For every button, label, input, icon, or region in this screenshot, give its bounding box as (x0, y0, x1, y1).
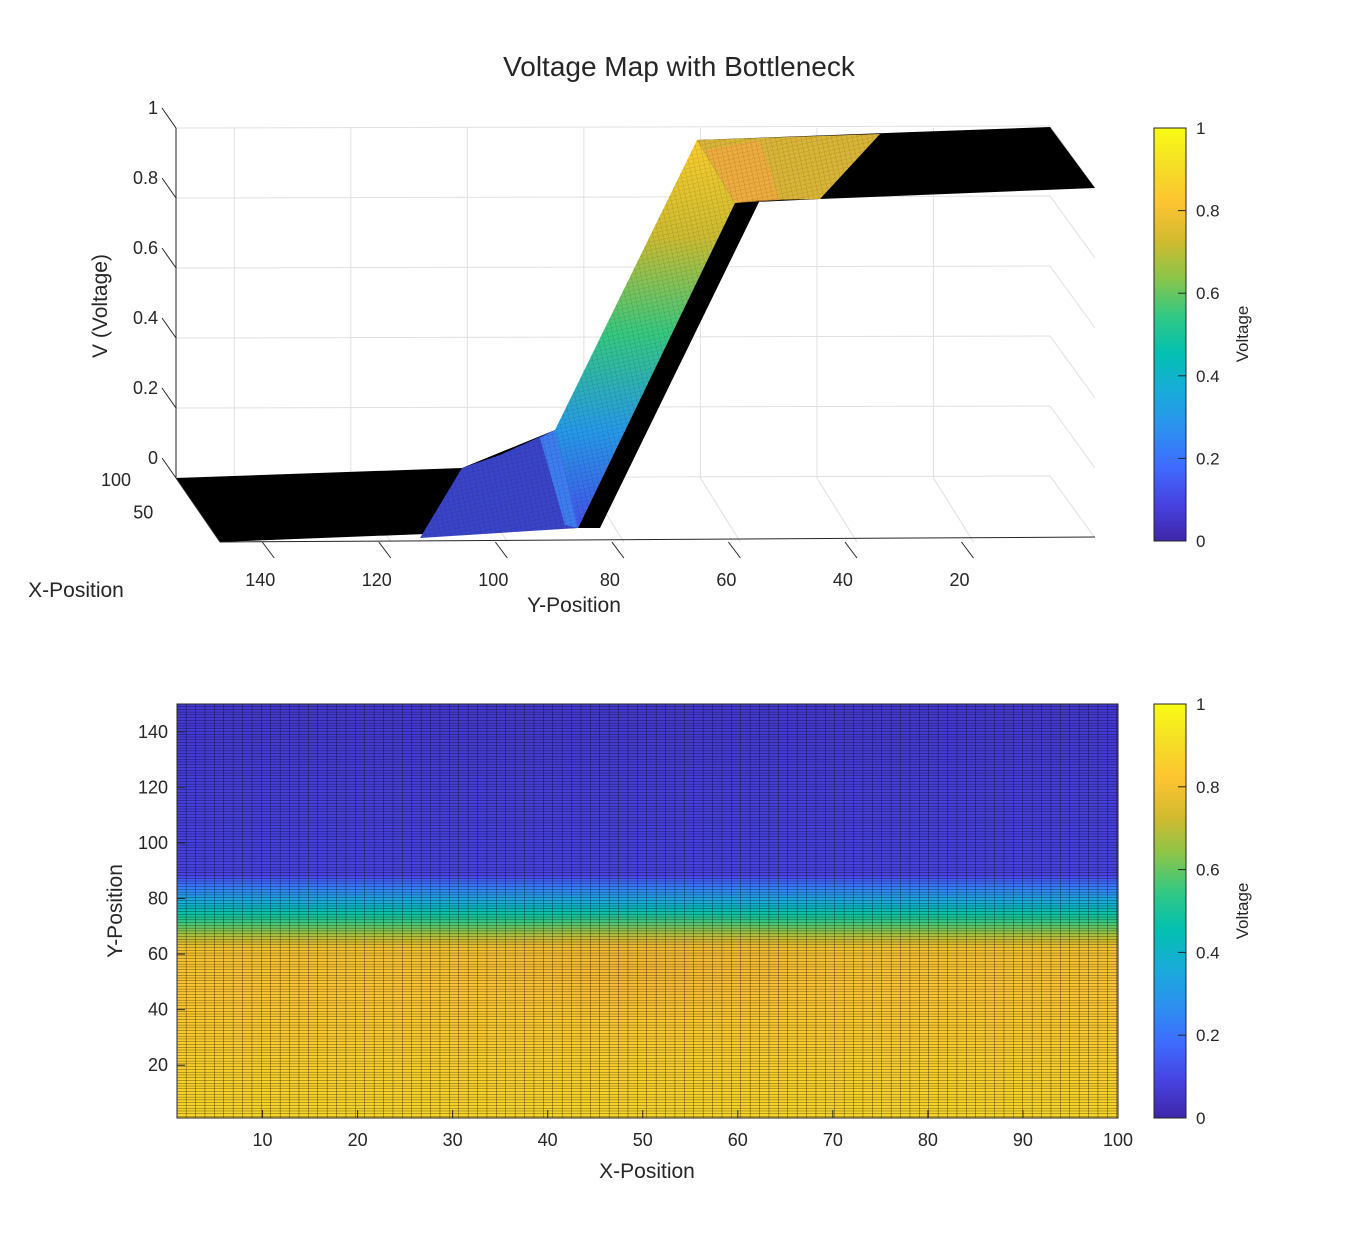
surface-ylabel: Y-Position (527, 594, 621, 617)
surface-xaxis (175, 477, 221, 543)
heatmap-xtick-label: 80 (918, 1130, 938, 1150)
surface-ytick-label: 40 (833, 570, 853, 590)
surface-ztick-label: 0.8 (133, 168, 158, 188)
heatmap-ticks: 10 20 30 40 50 60 70 80 90 100 20 40 60 80 100 120 140 (138, 722, 1133, 1150)
colorbar-tick-label: 0.4 (1196, 367, 1220, 386)
surface-gridline-z-side (1049, 265, 1096, 329)
surface-ztick-label: 1 (148, 98, 158, 118)
colorbar-tick-label: 0.8 (1196, 778, 1220, 797)
surface-xtick-label: 100 (101, 470, 131, 490)
heatmap-xtick-label: 50 (633, 1130, 653, 1150)
surface-gridline-z-side (1049, 405, 1096, 469)
colorbar-top: 0 0.2 0.4 0.6 0.8 1 Voltage (1153, 119, 1252, 551)
surface-xlabel: X-Position (28, 579, 124, 602)
colorbar-tick-label: 0.6 (1196, 284, 1220, 303)
colorbar-bottom: 0 0.2 0.4 0.6 0.8 1 Voltage (1153, 695, 1252, 1128)
colorbar-top-bar (1153, 127, 1187, 542)
colorbar-tick-label: 0.4 (1196, 943, 1220, 962)
surface-ztick (161, 457, 177, 479)
colorbar-tick-label: 0.6 (1196, 861, 1220, 880)
heatmap-plot: 10 20 30 40 50 60 70 80 90 100 20 40 60 80 100 120 140 X… (104, 703, 1133, 1183)
heatmap-mesh (177, 704, 1118, 1118)
heatmap-xtick-label: 30 (443, 1130, 463, 1150)
heatmap-xtick-label: 100 (1103, 1130, 1133, 1150)
heatmap-axes-box (176, 703, 1119, 1119)
colorbar-top-ticks: 0 0.2 0.4 0.6 0.8 1 (1178, 119, 1220, 551)
surface-ytick-label: 80 (600, 570, 620, 590)
surface-ytick (844, 541, 858, 559)
surface-gridline-z-side (1049, 335, 1096, 399)
colorbar-top-label: Voltage (1233, 306, 1252, 363)
heatmap-xlabel: X-Position (599, 1160, 695, 1183)
surface-yaxis (219, 536, 1096, 543)
surface-ramp-front (578, 200, 760, 528)
heatmap-xtick-label: 40 (538, 1130, 558, 1150)
heatmap-ytick-label: 100 (138, 833, 168, 853)
surface-ztick (161, 387, 177, 409)
figure-title: Voltage Map with Bottleneck (503, 51, 856, 82)
heatmap-xtick-label: 20 (348, 1130, 368, 1150)
surface-gridline-z (175, 195, 1051, 199)
heatmap-xtick-label: 70 (823, 1130, 843, 1150)
surface-mesh (176, 127, 1095, 542)
surface-ztick (161, 107, 177, 129)
colorbar-tick-label: 1 (1196, 119, 1205, 138)
colorbar-tick-label: 0 (1196, 1109, 1205, 1128)
surface-ytick (728, 541, 741, 559)
heatmap-ytick-label: 40 (148, 1000, 168, 1020)
surface-ytick-label: 100 (478, 570, 508, 590)
surface-ztick (161, 317, 177, 339)
surface-gridline-z-side (1049, 195, 1096, 259)
heatmap-ytick-label: 120 (138, 777, 168, 797)
heatmap-ytick-label: 80 (148, 888, 168, 908)
surface-ztick-label: 0.2 (133, 378, 158, 398)
surface-ytick (611, 541, 625, 559)
surface-ztick-label: 0 (148, 448, 158, 468)
surface-ytick-label: 60 (716, 570, 736, 590)
surface-ztick (161, 247, 177, 269)
surface-ytick-label: 120 (362, 570, 392, 590)
heatmap-xtick-label: 60 (728, 1130, 748, 1150)
heatmap-xtick-label: 90 (1013, 1130, 1033, 1150)
surface-gridline-z-side (1049, 125, 1096, 189)
surface-gridline-floor (933, 477, 974, 543)
surface-gridline-z (175, 125, 1051, 129)
heatmap-ytick-label: 140 (138, 722, 168, 742)
surface-xtick-label: 50 (133, 502, 153, 522)
surface-gridline-z (175, 265, 1051, 269)
surface-gridline-floor (816, 477, 858, 543)
surface-ytick-label: 20 (949, 570, 969, 590)
colorbar-bottom-label: Voltage (1233, 883, 1252, 940)
colorbar-tick-label: 0.2 (1196, 1026, 1220, 1045)
colorbar-tick-label: 0.8 (1196, 202, 1220, 221)
heatmap-xtick-label: 10 (253, 1130, 273, 1150)
surface-ztick (161, 177, 177, 199)
surface-ytick (494, 541, 508, 559)
colorbar-bottom-ticks: 0 0.2 0.4 0.6 0.8 1 (1178, 695, 1220, 1128)
heatmap-ylabel: Y-Position (104, 864, 127, 958)
colorbar-tick-label: 0.2 (1196, 449, 1220, 468)
heatmap-ytick-label: 60 (148, 944, 168, 964)
surface-zlabel: V (Voltage) (89, 254, 112, 358)
surface-ytick (378, 541, 392, 559)
surface-gridline-z-side (1049, 475, 1096, 539)
surface-ytick (261, 541, 275, 559)
colorbar-tick-label: 1 (1196, 695, 1205, 714)
surface-ztick-label: 0.4 (133, 308, 158, 328)
colorbar-bottom-bar (1153, 703, 1187, 1119)
colorbar-tick-label: 0 (1196, 532, 1205, 551)
heatmap-ytick-label: 20 (148, 1055, 168, 1075)
surface-gridline-floor (699, 477, 741, 543)
surface-ztick-label: 0.6 (133, 238, 158, 258)
surface-ytick-label: 140 (245, 570, 275, 590)
surface-ytick (961, 541, 974, 559)
